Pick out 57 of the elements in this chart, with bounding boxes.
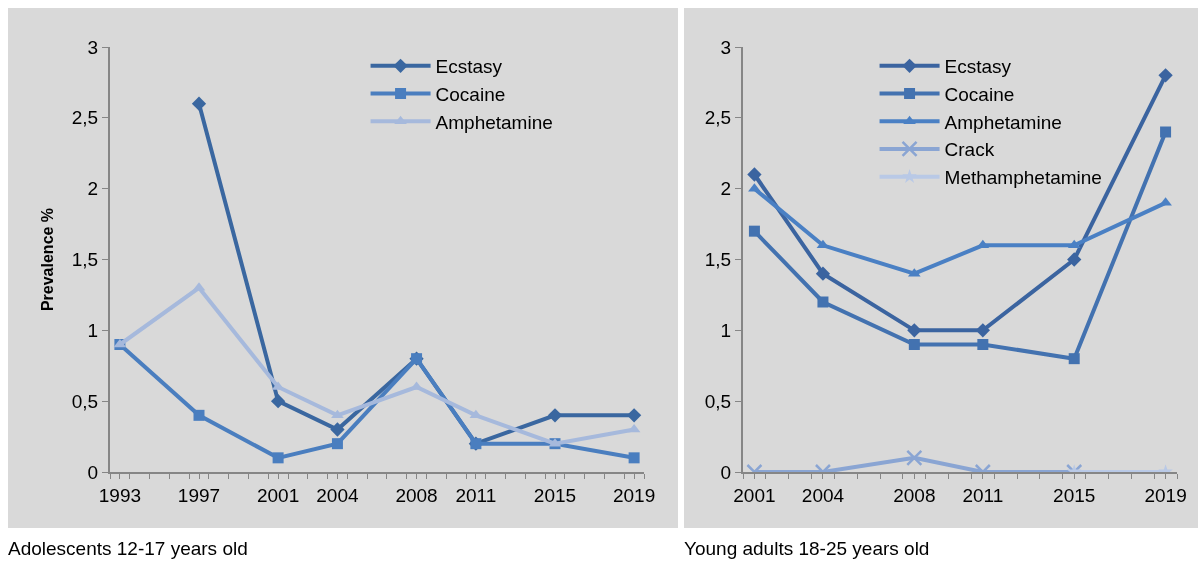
legend-label: Amphetamine xyxy=(435,111,553,133)
legend-label: Crack xyxy=(944,139,995,161)
point xyxy=(1158,68,1173,83)
text: Young adults 18-25 years old xyxy=(684,538,930,560)
y-axis-title: Prevalence % xyxy=(39,207,57,312)
point xyxy=(270,394,286,409)
legend-label: Amphetamine xyxy=(944,111,1062,133)
y-tick-label: 0,5 xyxy=(71,390,99,412)
legend-label: Cocaine xyxy=(944,83,1015,105)
point xyxy=(331,438,343,450)
point xyxy=(817,296,829,308)
y-tick-label: 0 xyxy=(87,461,99,483)
x-tick-label: 2008 xyxy=(395,484,438,506)
point xyxy=(1067,239,1081,249)
x-tick-label: 2001 xyxy=(256,484,300,506)
y-tick-label: 0,5 xyxy=(704,390,732,412)
point xyxy=(330,422,345,437)
x-tick-label: 2004 xyxy=(316,484,359,506)
x-tick-label: 2019 xyxy=(1144,484,1187,506)
y-tick-label: 1 xyxy=(720,319,732,341)
x-tick-label: 2015 xyxy=(533,484,577,506)
legend-label: Ecstasy xyxy=(944,56,1012,78)
y-tick-label: 2,5 xyxy=(71,107,99,129)
legend-label: Methamphetamine xyxy=(944,167,1102,189)
point xyxy=(747,167,762,182)
point xyxy=(748,225,760,237)
point xyxy=(815,266,831,281)
x-tick-label: 2019 xyxy=(612,484,656,506)
x-tick-label: 2004 xyxy=(801,484,845,506)
y-tick-label: 1,5 xyxy=(704,249,732,271)
legend-label: Cocaine xyxy=(435,83,506,105)
text: Adolescents 12-17 years old xyxy=(8,538,248,560)
x-tick-label: 1997 xyxy=(177,484,221,506)
y-tick-label: 2 xyxy=(720,178,732,200)
point xyxy=(272,452,284,464)
point xyxy=(193,409,205,421)
point xyxy=(626,408,642,423)
point xyxy=(547,408,563,423)
x-tick-label: 1993 xyxy=(98,484,142,506)
y-tick-label: 1 xyxy=(87,319,99,341)
x-tick-label: 2011 xyxy=(962,484,1004,506)
x-tick-label: 2008 xyxy=(893,484,936,506)
legend-label: Ecstasy xyxy=(435,56,503,78)
y-tick-label: 3 xyxy=(87,36,99,58)
point xyxy=(628,452,640,464)
point xyxy=(1160,126,1172,138)
x-tick-label: 2015 xyxy=(1053,484,1096,506)
y-tick-label: 0 xyxy=(720,461,732,483)
point xyxy=(331,409,344,419)
point xyxy=(1067,252,1082,267)
x-tick-label: 2001 xyxy=(733,484,776,506)
y-tick-label: 3 xyxy=(720,36,732,58)
point xyxy=(191,96,207,111)
y-tick-label: 1,5 xyxy=(71,249,99,271)
x-tick-label: 2011 xyxy=(455,484,497,506)
y-tick-label: 2,5 xyxy=(704,107,732,129)
y-tick-label: 2 xyxy=(87,178,99,200)
